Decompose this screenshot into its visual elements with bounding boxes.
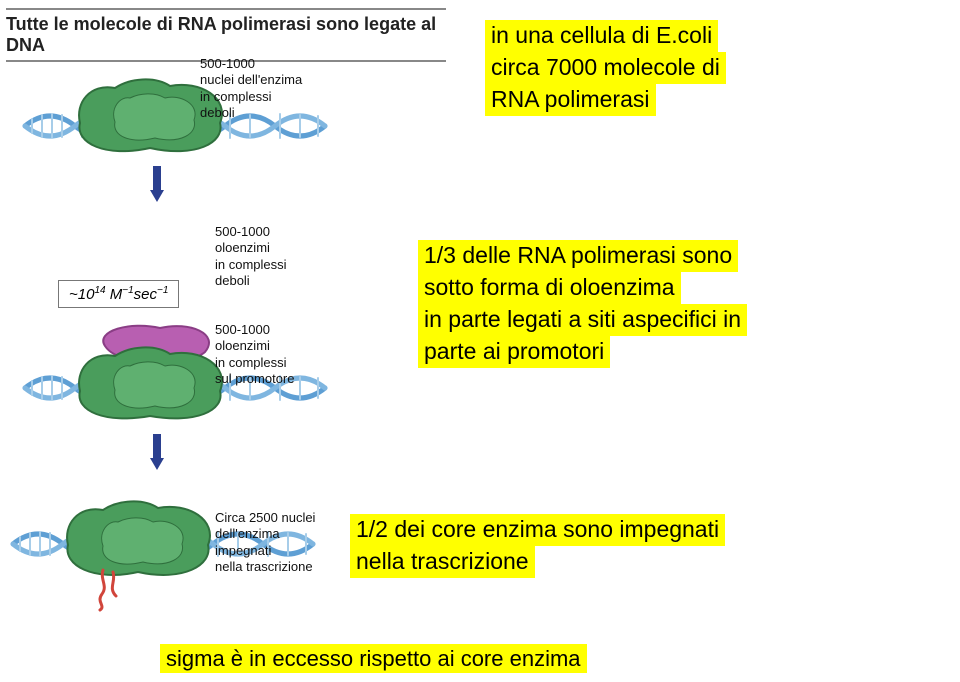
boxB-l3: in parte legati a siti aspecifici in bbox=[418, 304, 747, 336]
s3-l3: impegnati bbox=[215, 543, 271, 558]
stage1-caption: 500-1000 nuclei dell'enzima in complessi… bbox=[200, 56, 302, 121]
stage1-cap-l4: deboli bbox=[200, 105, 235, 120]
rate-e3: −1 bbox=[157, 285, 168, 296]
rate-u2: sec bbox=[134, 286, 157, 303]
stage2-caption-a: 500-1000 oloenzimi in complessi deboli bbox=[215, 224, 287, 289]
info-box-a: in una cellula di E.coli circa 7000 mole… bbox=[485, 20, 726, 116]
rate-prefix: ~10 bbox=[69, 286, 94, 303]
stage1-cap-l2: nuclei dell'enzima bbox=[200, 72, 302, 87]
s3-l2: dell'enzima bbox=[215, 526, 280, 541]
stage2-caption-b: 500-1000 oloenzimi in complessi sul prom… bbox=[215, 322, 294, 387]
rate-e1: 14 bbox=[94, 285, 105, 296]
s2b-l3: in complessi bbox=[215, 355, 287, 370]
s2b-l2: oloenzimi bbox=[215, 338, 270, 353]
boxC-l2: nella trascrizione bbox=[350, 546, 535, 578]
s2a-l4: deboli bbox=[215, 273, 250, 288]
stage1-cap-l3: in complessi bbox=[200, 89, 272, 104]
s2b-l1: 500-1000 bbox=[215, 322, 270, 337]
boxB-l1: 1/3 delle RNA polimerasi sono bbox=[418, 240, 738, 272]
boxA-l2: circa 7000 molecole di bbox=[485, 52, 726, 84]
boxB-l2: sotto forma di oloenzima bbox=[418, 272, 681, 304]
footnote-text: sigma è in eccesso rispetto ai core enzi… bbox=[160, 644, 587, 673]
arrow-2 bbox=[150, 434, 164, 470]
info-box-b: 1/3 delle RNA polimerasi sono sotto form… bbox=[418, 240, 747, 368]
rate-u1: M bbox=[106, 286, 123, 303]
stage1-cap-l1: 500-1000 bbox=[200, 56, 255, 71]
boxC-l1: 1/2 dei core enzima sono impegnati bbox=[350, 514, 725, 546]
boxA-l3: RNA polimerasi bbox=[485, 84, 656, 116]
rate-constant-box: ~1014 M−1sec−1 bbox=[58, 280, 179, 308]
s2a-l1: 500-1000 bbox=[215, 224, 270, 239]
boxB-l4: parte ai promotori bbox=[418, 336, 610, 368]
s2a-l3: in complessi bbox=[215, 257, 287, 272]
rate-e2: −1 bbox=[122, 285, 133, 296]
s2a-l2: oloenzimi bbox=[215, 240, 270, 255]
boxA-l1: in una cellula di E.coli bbox=[485, 20, 718, 52]
s3-l1: Circa 2500 nuclei bbox=[215, 510, 315, 525]
s3-l4: nella trascrizione bbox=[215, 559, 313, 574]
stage3-caption: Circa 2500 nuclei dell'enzima impegnati … bbox=[215, 510, 315, 575]
arrow-1 bbox=[150, 166, 164, 202]
s2b-l4: sul promotore bbox=[215, 371, 294, 386]
info-box-c: 1/2 dei core enzima sono impegnati nella… bbox=[350, 514, 725, 578]
footnote: sigma è in eccesso rispetto ai core enzi… bbox=[160, 646, 587, 672]
